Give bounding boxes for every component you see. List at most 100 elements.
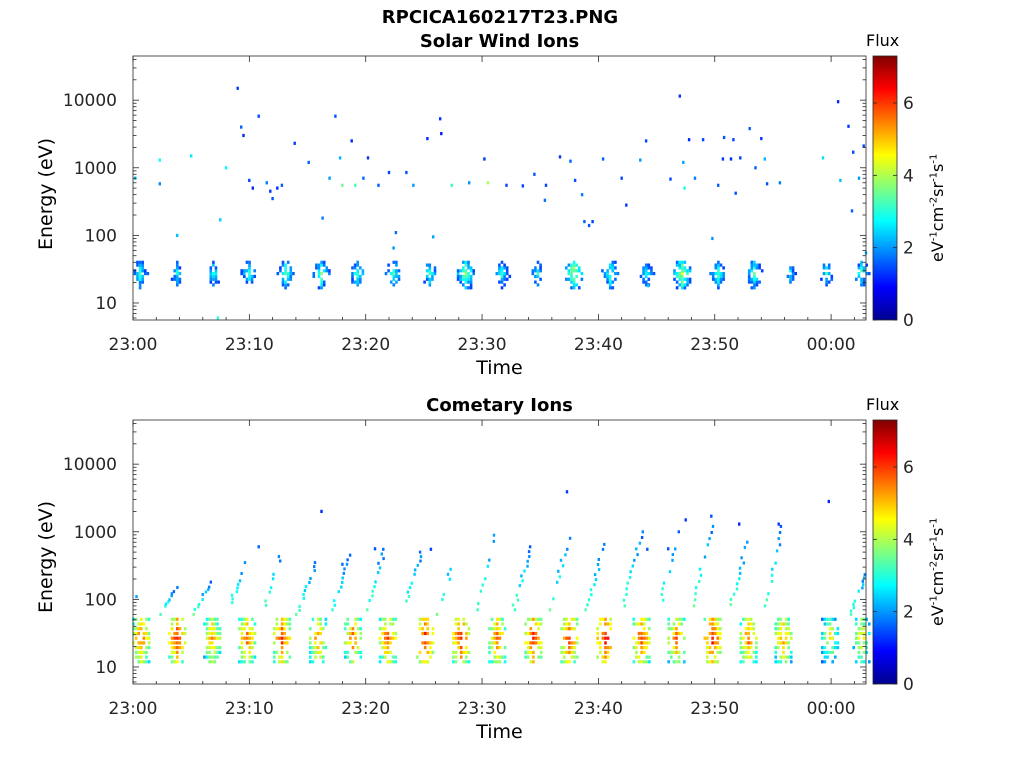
flux-cell	[570, 274, 573, 278]
flux-cell	[537, 641, 540, 645]
flux-cell	[176, 636, 179, 640]
flux-cell	[209, 266, 213, 270]
flux-cell	[573, 660, 576, 664]
flux-cell	[144, 269, 147, 273]
flux-cell	[284, 280, 287, 284]
flux-cell	[211, 627, 214, 631]
flux-cell	[609, 622, 612, 626]
flux-cell	[183, 631, 187, 636]
flux-cell	[747, 272, 751, 276]
flux-cell	[454, 622, 458, 626]
flux-cell	[459, 650, 463, 654]
flux-cell	[749, 627, 753, 631]
flux-cell	[648, 660, 651, 664]
flux-cell	[827, 263, 831, 267]
flux-cell	[852, 602, 855, 606]
flux-cell	[211, 646, 214, 650]
flux-point	[739, 156, 742, 160]
flux-cell	[181, 617, 184, 621]
flux-cell	[635, 650, 638, 654]
flux-cell	[425, 274, 429, 278]
flux-cell	[601, 660, 605, 664]
flux-cell	[378, 636, 382, 640]
flux-cell	[366, 608, 369, 612]
flux-cell	[243, 622, 246, 626]
flux-cell	[747, 274, 751, 278]
flux-cell	[498, 269, 501, 273]
flux-cell	[575, 274, 578, 278]
flux-cell	[138, 274, 142, 278]
flux-cell	[572, 280, 576, 284]
flux-cell	[672, 636, 676, 640]
flux-cell	[136, 263, 139, 267]
flux-cell	[490, 641, 494, 645]
flux-cell	[753, 260, 756, 264]
flux-cell	[459, 655, 463, 659]
flux-cell	[140, 655, 143, 659]
flux-cell	[283, 631, 286, 636]
flux-cell	[176, 650, 179, 654]
flux-cell	[647, 272, 651, 276]
flux-cell	[637, 641, 641, 645]
flux-cell	[469, 283, 473, 287]
flux-cell	[328, 272, 331, 276]
flux-cell	[637, 622, 641, 626]
flux-cell	[606, 274, 609, 278]
flux-cell	[559, 558, 563, 562]
flux-cell	[787, 655, 790, 659]
flux-cell	[678, 274, 681, 278]
flux-cell	[142, 660, 146, 664]
flux-cell	[170, 646, 174, 650]
flux-cell	[431, 277, 434, 281]
flux-cell	[681, 277, 684, 281]
flux-cell	[384, 636, 387, 640]
flux-cell	[565, 627, 569, 631]
flux-cell	[213, 646, 217, 650]
flux-cell	[142, 631, 146, 636]
flux-cell	[216, 655, 219, 659]
flux-cell	[395, 280, 398, 284]
flux-cell	[467, 277, 470, 281]
flux-cell	[240, 636, 244, 640]
flux-cell	[145, 646, 148, 650]
flux-cell	[495, 272, 499, 276]
flux-cell	[774, 561, 777, 565]
flux-cell	[208, 660, 211, 664]
flux-point	[251, 186, 254, 190]
flux-cell	[176, 280, 179, 284]
flux-cell	[539, 655, 543, 659]
flux-cell	[667, 617, 670, 621]
flux-cell	[289, 266, 293, 270]
flux-cell	[341, 576, 344, 580]
flux-cell	[716, 660, 720, 664]
flux-cell	[604, 660, 607, 664]
flux-cell	[575, 269, 578, 273]
flux-cell	[359, 627, 363, 631]
flux-cell	[286, 274, 290, 278]
flux-cell	[423, 631, 427, 636]
flux-cell	[599, 646, 602, 650]
flux-cell	[747, 631, 750, 636]
flux-cell	[609, 617, 612, 621]
flux-cell	[464, 269, 468, 273]
flux-cell	[394, 660, 397, 664]
flux-cell	[176, 646, 179, 650]
flux-cell	[359, 650, 363, 654]
flux-cell	[251, 617, 254, 621]
flux-cell	[490, 636, 494, 640]
flux-cell	[683, 277, 687, 281]
flux-cell	[496, 660, 499, 664]
flux-cell	[711, 641, 714, 645]
flux-cell	[828, 636, 832, 640]
flux-cell	[353, 266, 357, 270]
flux-cell	[433, 269, 437, 273]
flux-cell	[599, 650, 602, 654]
flux-cell	[413, 572, 416, 576]
flux-cell	[243, 269, 246, 273]
flux-cell	[386, 660, 390, 664]
flux-cell	[181, 650, 184, 654]
flux-cell	[488, 660, 491, 664]
flux-point	[748, 127, 751, 131]
flux-cell	[606, 272, 609, 276]
flux-cell	[568, 641, 571, 645]
